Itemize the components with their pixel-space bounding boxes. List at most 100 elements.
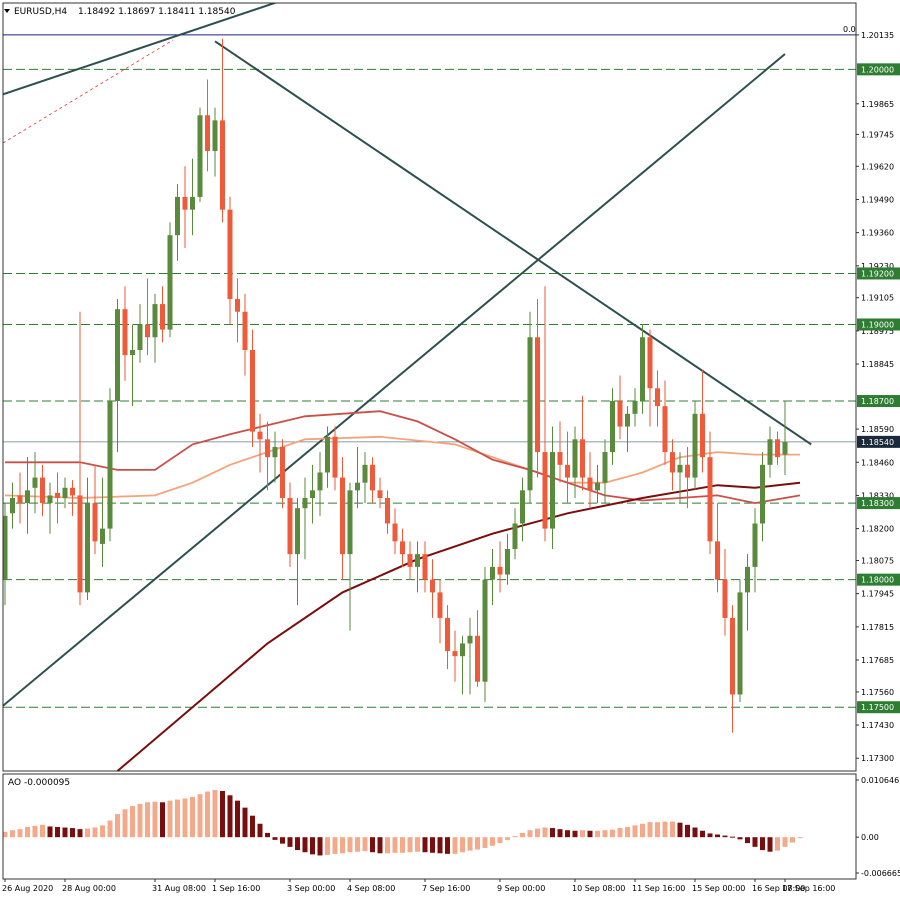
ao-bar [580,830,585,838]
candle-body [2,515,8,580]
candle-body [730,617,735,695]
candle-body [347,490,353,555]
candle-body [190,196,195,210]
candle-body [182,196,188,210]
candle-body [557,452,563,465]
trend-line[interactable] [214,40,812,446]
ao-bar [775,837,780,851]
ao-bar [92,827,98,838]
candle-body [745,566,750,593]
level-badge-label: 1.18700 [861,397,894,406]
ao-bar [542,827,548,838]
candle-body [242,311,248,351]
ao-bar [430,837,435,853]
ao-bar [55,826,60,838]
price-tick-label: 1.19105 [861,294,894,303]
candle-body [227,209,233,299]
candle-body [77,495,83,593]
ao-bar [47,826,53,838]
ao-bar [385,837,390,854]
candle-body [212,120,218,151]
level-badge-label: 1.19000 [861,320,894,329]
ao-bar [767,837,773,852]
trend-lines[interactable] [1,0,812,708]
candle-body [130,350,135,356]
time-axis: 26 Aug 2020 28 Aug 00:00 31 Aug 08:00 1 Sep… [2,879,835,893]
ao-bar [437,837,443,854]
candles [2,38,788,733]
ao-bar [460,837,465,853]
ao-bar [685,824,690,838]
candle-body [400,541,405,555]
price-tick-label: 1.18330 [861,491,894,500]
candle-body [475,635,480,682]
price-tick-label: 1.18975 [861,327,894,336]
time-tick-label: 16 Sep 08:00 [752,884,805,893]
candle-body [160,304,165,330]
time-tick-label: 31 Aug 08:00 [152,884,206,893]
current-price-label: 1.18540 [861,438,894,447]
candle-body [767,439,773,465]
ao-bar [475,837,480,850]
ao-bar [107,820,113,838]
ao-bar [325,837,330,855]
time-tick-label: 3 Sep 00:00 [287,884,335,893]
price-tick-label: 1.20135 [861,31,894,40]
candle-body [145,324,150,338]
dropdown-triangle-icon[interactable] [4,9,10,13]
ao-bar [280,837,285,844]
ao-bar [527,830,533,838]
candle-body [445,617,450,652]
candle-body [220,120,225,210]
ao-bar [220,790,225,838]
ao-bar [332,837,338,854]
ao-bar [370,837,375,853]
ao-bar [490,837,495,846]
ao-bar [565,830,570,838]
candle-body [640,337,645,402]
candle-body [25,490,30,504]
price-tick-label: 1.18460 [861,458,894,467]
candle-body [550,452,555,529]
ao-bar [550,828,555,838]
level-badge-label: 1.18000 [861,576,894,585]
candle-body [62,487,68,498]
ao-bar [625,826,630,838]
trend-line[interactable] [1,0,305,96]
ao-bar [355,837,360,852]
ao-tick-label: 0.010646 [861,776,899,785]
ao-bar [505,837,510,840]
ao-bar [115,814,120,838]
ao-bar [272,837,278,840]
ao-bars [2,789,803,856]
candle-body [722,579,728,618]
ao-bar [632,825,638,838]
level-badge [857,701,900,714]
candle-body [625,413,630,427]
candle-body [362,464,368,483]
candle-body [122,309,128,356]
ao-bar [257,823,263,838]
ao-bar [617,828,623,838]
ao-bar [265,832,270,838]
trend-line[interactable] [1,53,786,708]
ao-bar [745,837,750,844]
ao-bar [250,815,255,838]
price-tick-label: 1.19865 [861,100,894,109]
price-tick-label: 1.17815 [861,623,894,632]
ao-bar [85,828,90,838]
ao-bar [347,837,353,853]
price-tick-label: 1.17560 [861,688,894,697]
level-badge-label: 1.20000 [861,65,894,74]
time-tick-label: 26 Aug 2020 [2,884,53,893]
ao-bar [655,822,660,838]
level-badge-label: 1.18300 [861,499,894,508]
candle-body [280,446,285,498]
ao-bar [70,828,75,838]
candle-body [310,490,315,498]
candle-body [700,413,705,458]
price-tick-label: 1.18845 [861,360,894,369]
candle-body [332,436,338,478]
